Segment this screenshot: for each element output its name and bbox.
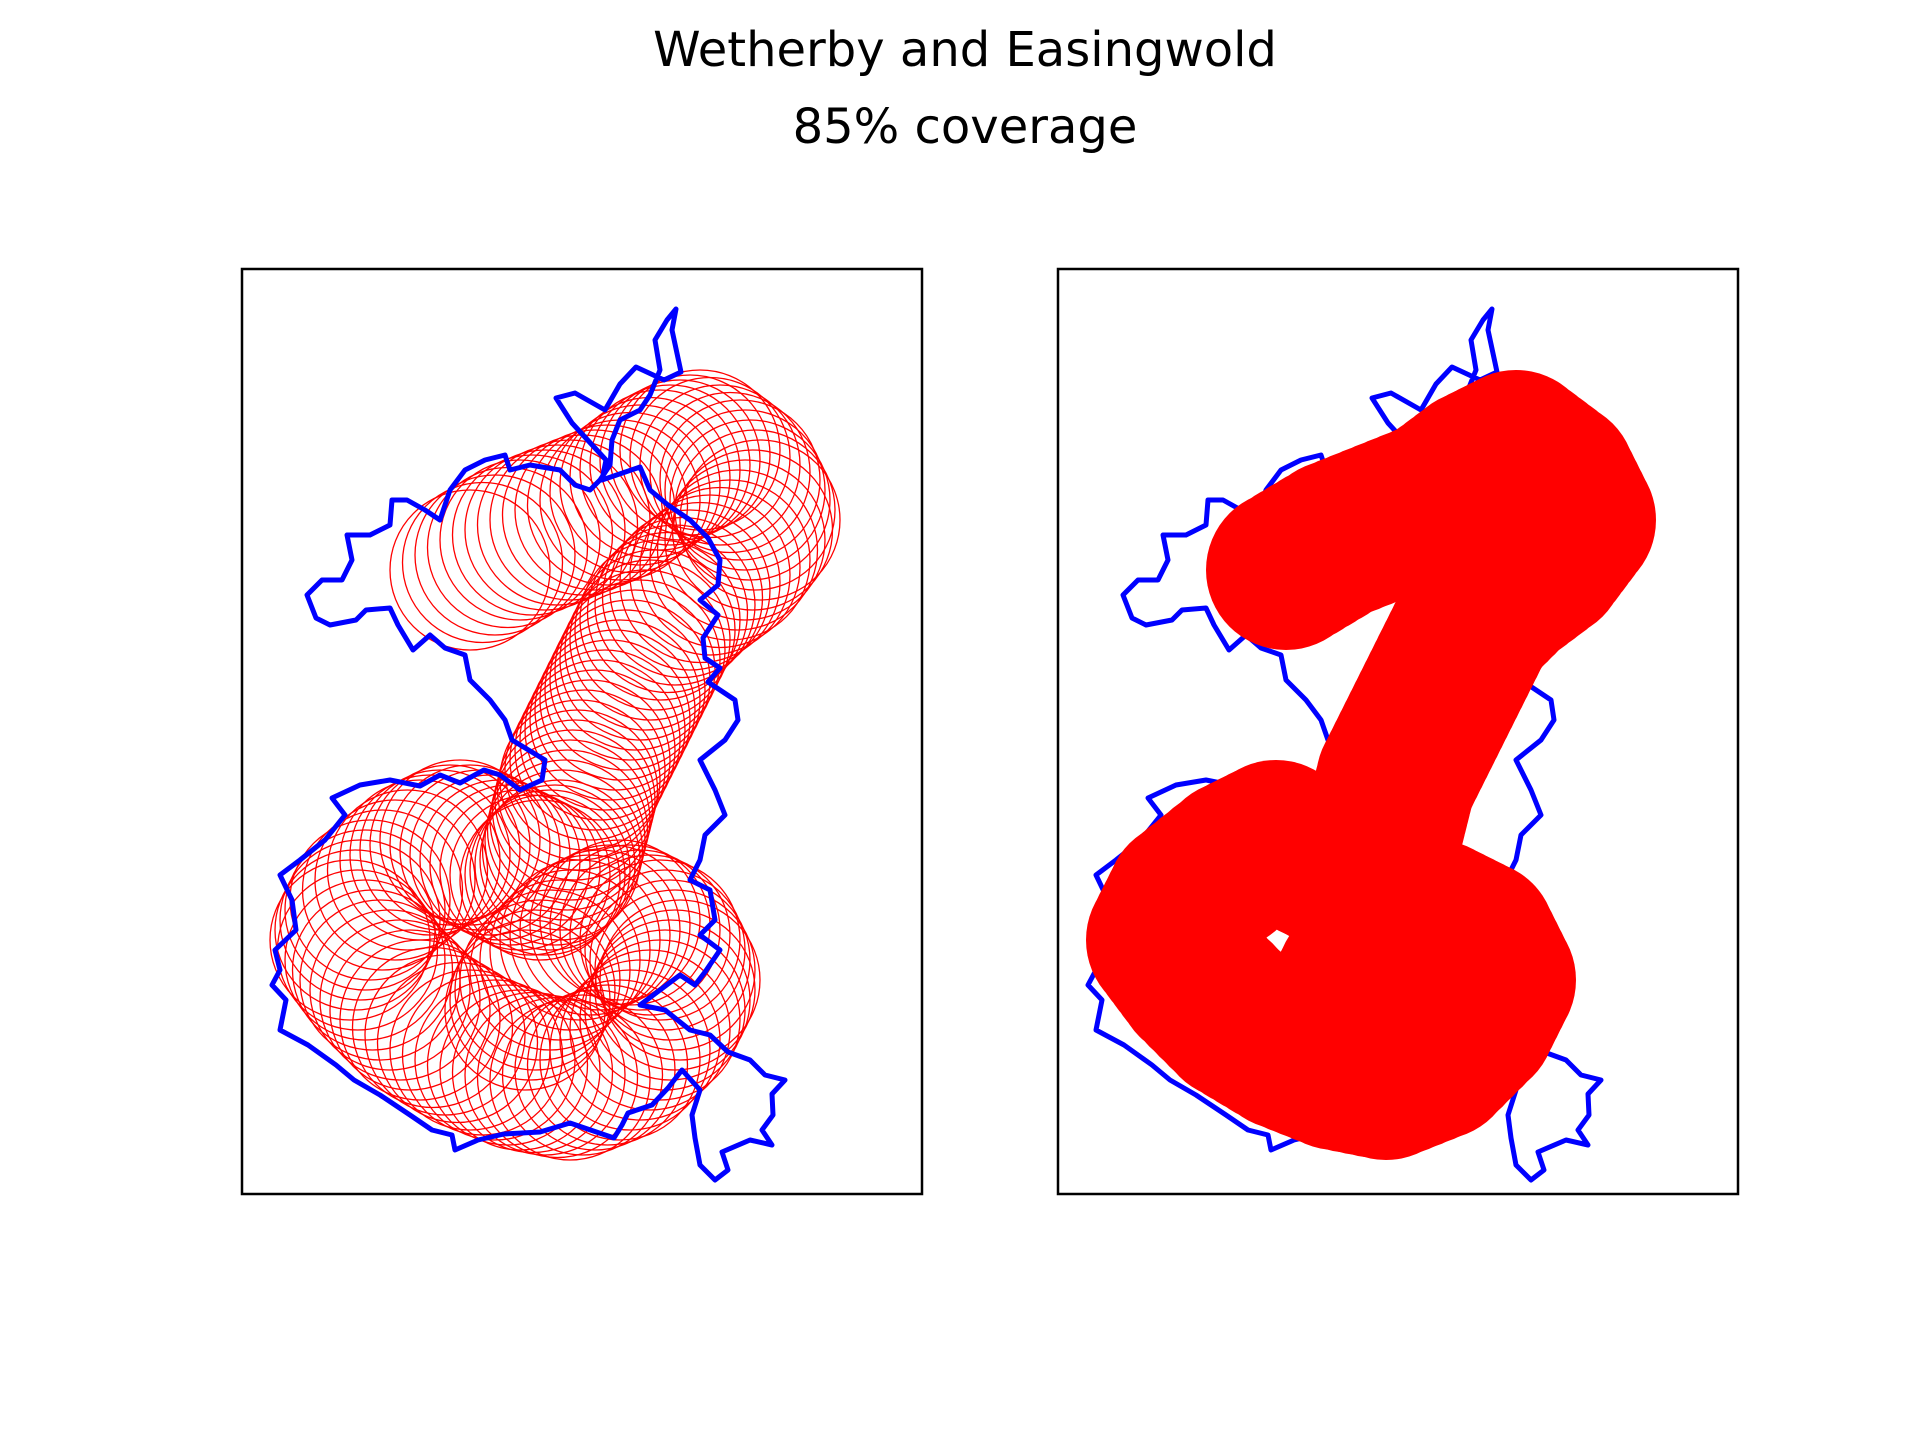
coverage-area-filled [1086,370,1656,1160]
coverage-circle-outline [659,399,821,561]
coverage-circle-outline [514,669,676,831]
coverage-circle-outline [544,609,706,771]
coverage-circle-outline [454,909,616,1071]
coverage-circle-outline [444,929,606,1091]
coverage-circle-outline [479,879,641,1041]
coverage-circle-outline [449,794,611,956]
coverage-circle-outline [376,961,539,1124]
coverage-circle-outline [519,659,681,821]
coverage-circle-outline [279,839,441,1001]
coverage-circle-outline [639,486,801,649]
coverage-circle-outline [589,919,751,1081]
coverage-circle-outline [504,689,666,851]
coverage-circle-outline [469,889,631,1051]
coverage-circle-outline [476,444,639,606]
coverage-circle-outline [679,439,841,601]
coverage-circle-outline [309,909,471,1071]
region-boundary-left [269,306,788,1183]
coverage-circles-outline [269,369,841,1161]
coverage-circle-outline [326,789,489,951]
coverage-circle-outline [649,391,811,554]
coverage-circle-outline [629,494,791,656]
coverage-circle-outline [389,489,551,651]
coverage-circle-outline [484,759,646,921]
coverage-circle-outline [459,899,621,1061]
coverage-circle-outline [589,384,751,546]
coverage-circle-outline [464,994,626,1156]
coverage-circle-outline [439,989,601,1151]
left-map-panel [240,267,924,1196]
coverage-circle-outline [559,849,721,1011]
coverage-circle-outline [664,409,826,571]
coverage-circle-outline [474,784,636,946]
coverage-circle-outline [609,509,771,671]
coverage-circle-outline [539,619,701,781]
coverage-circle-outline [574,549,736,711]
coverage-circle-outline [339,939,501,1101]
coverage-circle-outline [569,559,731,721]
coverage-circle-outline [594,524,756,686]
coverage-circle-outline [351,946,514,1109]
coverage-circle-outline [499,859,661,1021]
coverage-circle-outline [459,799,621,961]
coverage-circle-outline [671,449,834,611]
coverage-circle-outline [369,764,531,926]
coverage-circle-outline [364,954,526,1116]
coverage-circle-outline [549,599,711,761]
coverage-circle-outline [589,879,751,1041]
coverage-circle-outline [379,759,541,921]
coverage-circle-outline [469,789,631,951]
coverage-circle-outline [579,859,741,1021]
coverage-circle-outline [529,639,691,801]
coverage-circle-outline [464,449,626,611]
coverage-circle-outline [414,474,576,636]
right-map-panel [1056,267,1740,1196]
coverage-circle-outline [401,481,564,644]
coverage-circle-outline [449,919,611,1081]
right-axes-frame [1056,267,1740,1196]
coverage-circle-outline [584,869,746,1031]
coverage-circle-filled [1261,930,1421,1090]
coverage-circle-outline [314,799,476,961]
coverage-circle-outline [489,869,651,1031]
coverage-circle-outline [526,984,689,1146]
coverage-circle-outline [301,809,464,971]
coverage-circle-outline [599,899,761,1061]
coverage-circle-outline [669,419,831,581]
figure-subtitle: 85% coverage [793,99,1138,155]
coverage-circle-outline [486,749,649,911]
left-axes-frame [240,267,924,1196]
coverage-circle-outline [284,829,446,991]
figure-title: Wetherby and Easingwold [653,22,1277,78]
coverage-circle-outline [451,991,614,1154]
coverage-circle-outline [564,569,726,731]
coverage-circle-outline [291,889,454,1051]
coverage-circle-outline [464,794,626,956]
coverage-circle-outline [579,539,741,701]
coverage-circle-outline [509,854,671,1016]
